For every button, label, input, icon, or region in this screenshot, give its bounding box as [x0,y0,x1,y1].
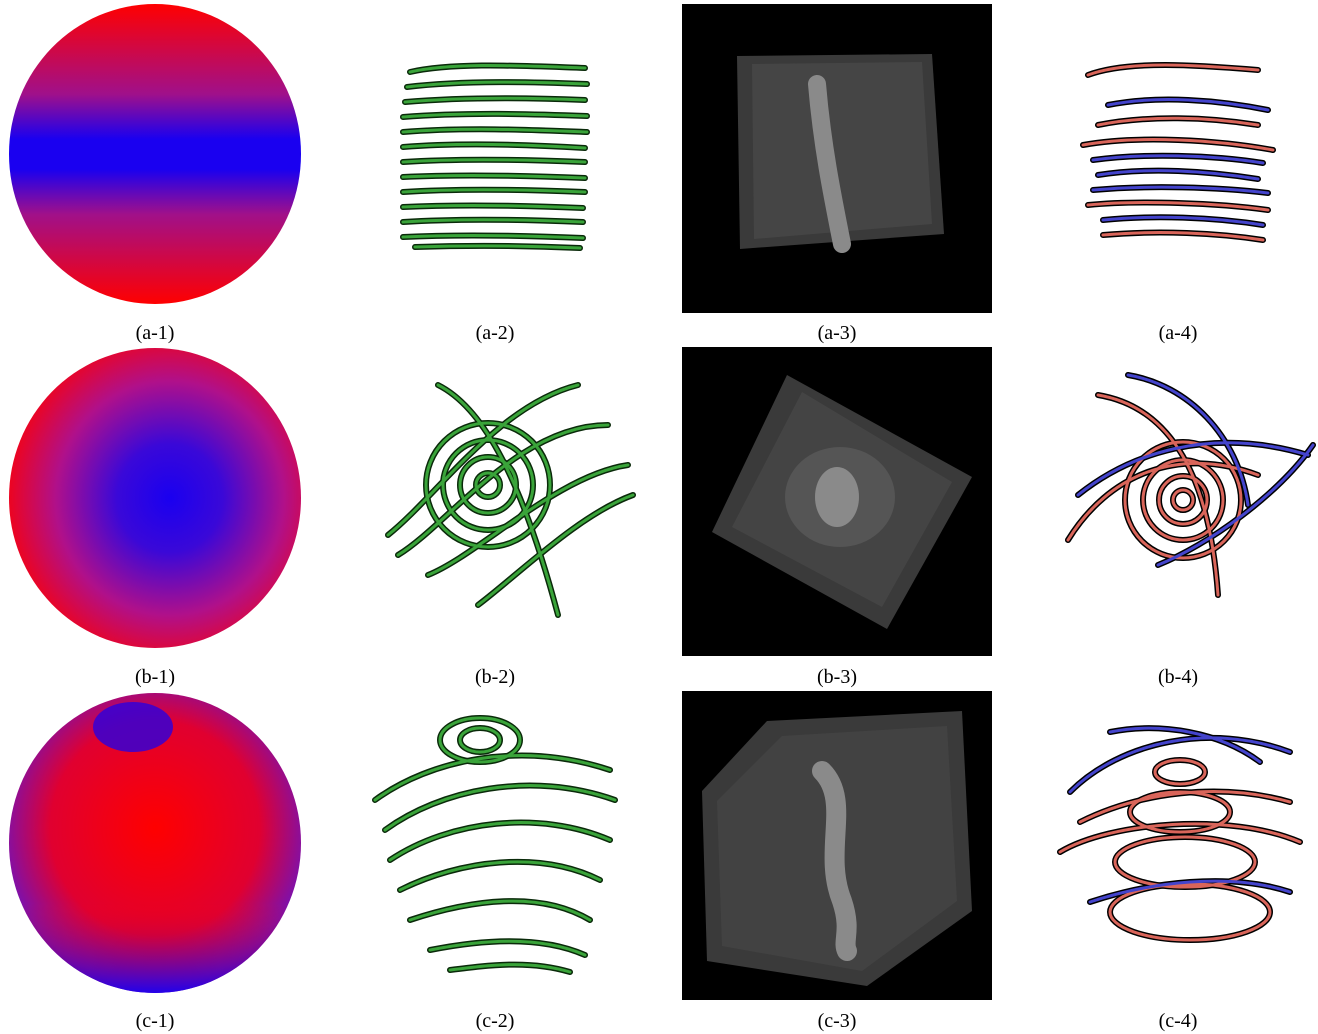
caption-b2: (b-2) [475,666,515,688]
caption-a3: (a-3) [817,322,857,344]
figure-a1-sphere [8,3,302,306]
caption-a1: (a-1) [135,322,175,344]
caption-b3: (b-3) [817,666,857,688]
figure-c1-sphere [8,692,302,995]
figure-c4-colored-streamlines [1050,712,1310,982]
caption-b1: (b-1) [135,666,175,688]
figure-b1-sphere [8,347,302,650]
figure-a2-green-streamlines [395,52,595,257]
caption-c3: (c-3) [817,1010,857,1032]
caption-b4: (b-4) [1158,666,1198,688]
figure-a3-volume-render [682,4,992,313]
figure-b3-volume-render [682,347,992,656]
caption-c1: (c-1) [135,1010,175,1032]
figure-c3-volume-render [682,691,992,1000]
caption-c4: (c-4) [1158,1010,1198,1032]
caption-a4: (a-4) [1158,322,1198,344]
figure-b4-colored-streamlines [1058,365,1318,615]
caption-a2: (a-2) [475,322,515,344]
figure-c2-green-streamlines [370,710,625,980]
figure-b2-green-streamlines [378,365,638,630]
figure-a4-colored-streamlines [1078,55,1278,255]
caption-c2: (c-2) [475,1010,515,1032]
